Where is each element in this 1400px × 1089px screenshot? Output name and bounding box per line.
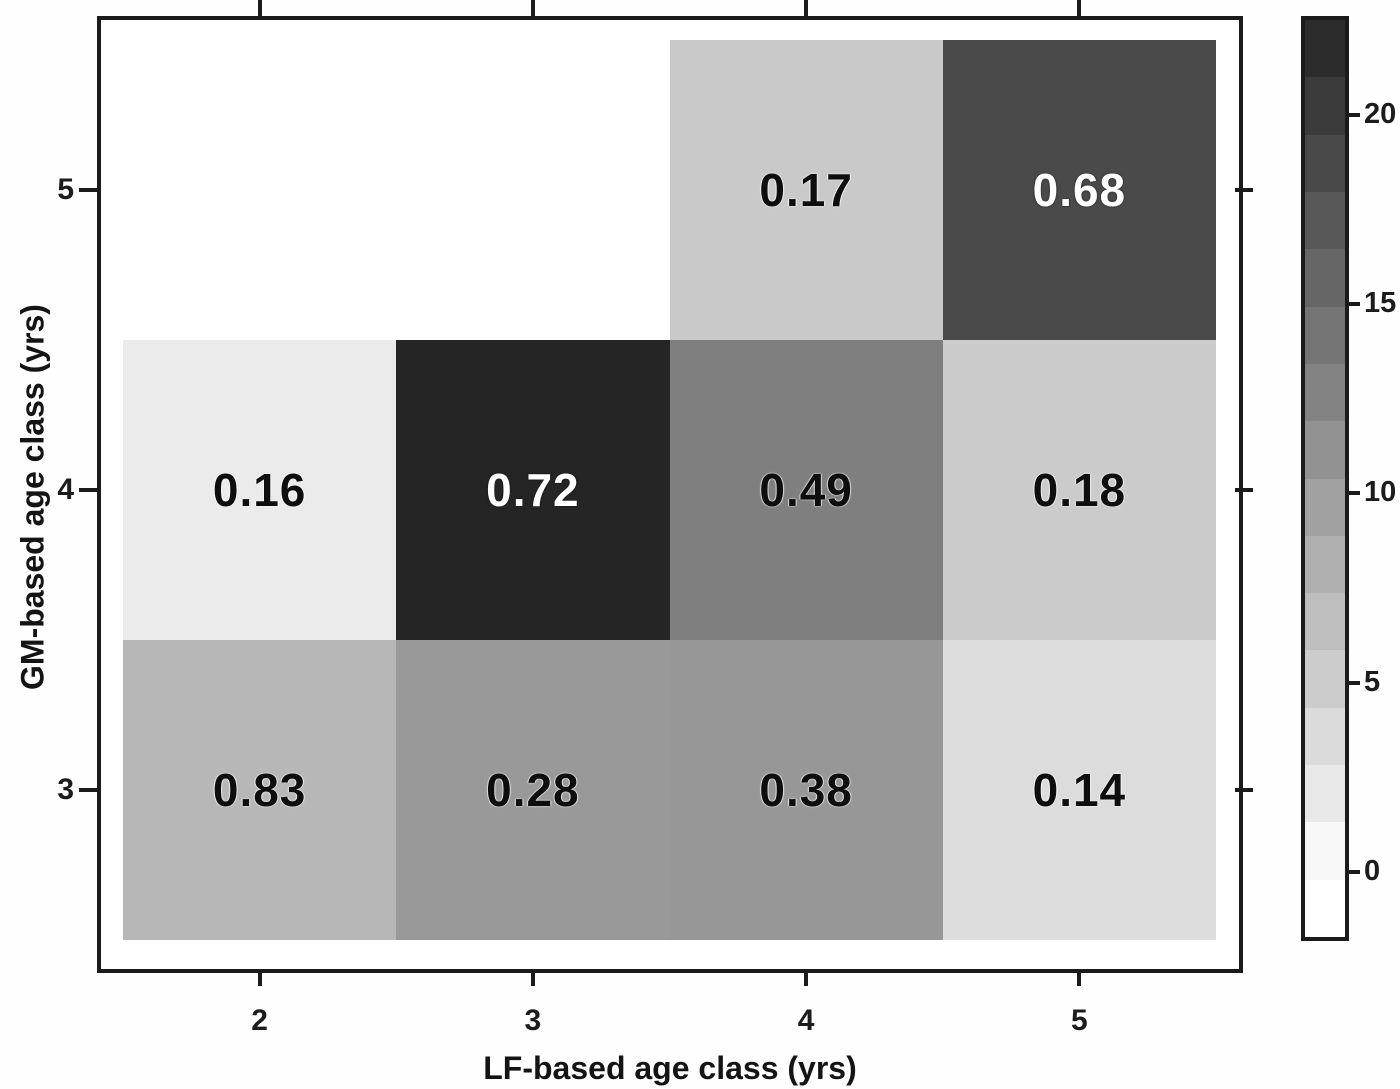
x-tick-label: 4 <box>797 1004 815 1037</box>
heatmap-cell: 0.16 <box>123 340 397 640</box>
heatmap-cells-grid: 0.17 0.68 0.16 0.72 0.49 0.18 0.83 0.28 0.38 0.14 <box>123 40 1216 940</box>
heatmap-cell: 0.49 <box>669 340 943 640</box>
colorbar-band <box>1305 822 1345 880</box>
y-tick-label: 3 <box>57 773 74 806</box>
x-tick-top <box>1077 0 1082 17</box>
colorbar-band <box>1305 650 1345 708</box>
heatmap-cell: 0.28 <box>396 640 670 940</box>
cell-value: 0.83 <box>212 764 307 816</box>
x-tick-top <box>804 0 809 17</box>
colorbar-band <box>1305 191 1345 250</box>
colorbar-band <box>1305 306 1345 364</box>
y-tick-label: 5 <box>57 173 74 206</box>
colorbar-band <box>1305 707 1345 766</box>
colorbar-tick-label: 0 <box>1364 855 1381 888</box>
y-tick-left <box>79 788 97 792</box>
heatmap-cell: 0.14 <box>942 640 1216 940</box>
heatmap-cell: 0.83 <box>123 640 397 940</box>
colorbar-band <box>1305 765 1345 823</box>
heatmap-cell: 0.68 <box>942 40 1216 340</box>
x-tick-label: 5 <box>1071 1004 1088 1037</box>
x-tick-top <box>257 0 262 17</box>
colorbar-tick <box>1345 870 1360 875</box>
colorbar-band <box>1305 535 1345 594</box>
colorbar-tick <box>1345 112 1360 117</box>
cell-value: 0.14 <box>1032 764 1127 816</box>
x-tick-bottom <box>530 969 535 986</box>
colorbar-tick-label: 5 <box>1364 665 1381 698</box>
x-tick-top <box>530 0 535 17</box>
cell-value: 0.18 <box>1032 464 1127 516</box>
x-axis-title: LF-based age class (yrs) <box>483 1050 857 1086</box>
cell-value: 0.72 <box>486 464 580 516</box>
colorbar-band <box>1305 593 1345 651</box>
colorbar-band <box>1305 249 1345 307</box>
colorbar-band <box>1305 363 1345 422</box>
heatmap-cell: 0.72 <box>396 340 670 640</box>
cell-value: 0.17 <box>759 164 853 216</box>
heatmap-cell: 0.38 <box>669 640 943 940</box>
y-tick-right <box>1235 488 1253 492</box>
y-tick-left <box>79 188 97 192</box>
colorbar-band <box>1305 879 1345 937</box>
colorbar-tick <box>1345 680 1360 685</box>
y-axis-title: GM-based age class (yrs) <box>14 304 51 690</box>
colorbar-tick-label: 15 <box>1364 287 1397 320</box>
x-tick-label: 3 <box>524 1004 542 1037</box>
colorbar-band <box>1305 77 1345 135</box>
cell-value: 0.38 <box>759 764 853 816</box>
colorbar-tick <box>1345 491 1360 496</box>
x-tick-label: 2 <box>251 1004 268 1037</box>
heatmap-cell <box>396 40 670 340</box>
cell-value: 0.16 <box>212 464 307 516</box>
cell-value: 0.49 <box>759 464 853 516</box>
colorbar-band <box>1305 20 1345 78</box>
x-tick-bottom <box>257 969 262 986</box>
colorbar-tick-label: 20 <box>1364 97 1397 130</box>
y-tick-label: 4 <box>57 473 74 506</box>
heatmap-cell <box>123 40 397 340</box>
heatmap-cell: 0.17 <box>669 40 943 340</box>
cell-value: 0.28 <box>486 764 580 816</box>
y-tick-left <box>79 488 97 492</box>
colorbar <box>1301 16 1349 941</box>
cell-value: 0.68 <box>1032 164 1127 216</box>
y-tick-right <box>1235 188 1253 192</box>
colorbar-band <box>1305 421 1345 479</box>
colorbar-band <box>1305 134 1345 192</box>
colorbar-tick-label: 10 <box>1364 476 1397 509</box>
x-tick-bottom <box>1077 969 1082 986</box>
x-tick-bottom <box>804 969 809 986</box>
colorbar-band <box>1305 478 1345 536</box>
colorbar-tick <box>1345 302 1360 307</box>
heatmap-cell: 0.18 <box>942 340 1216 640</box>
y-tick-right <box>1235 788 1253 792</box>
